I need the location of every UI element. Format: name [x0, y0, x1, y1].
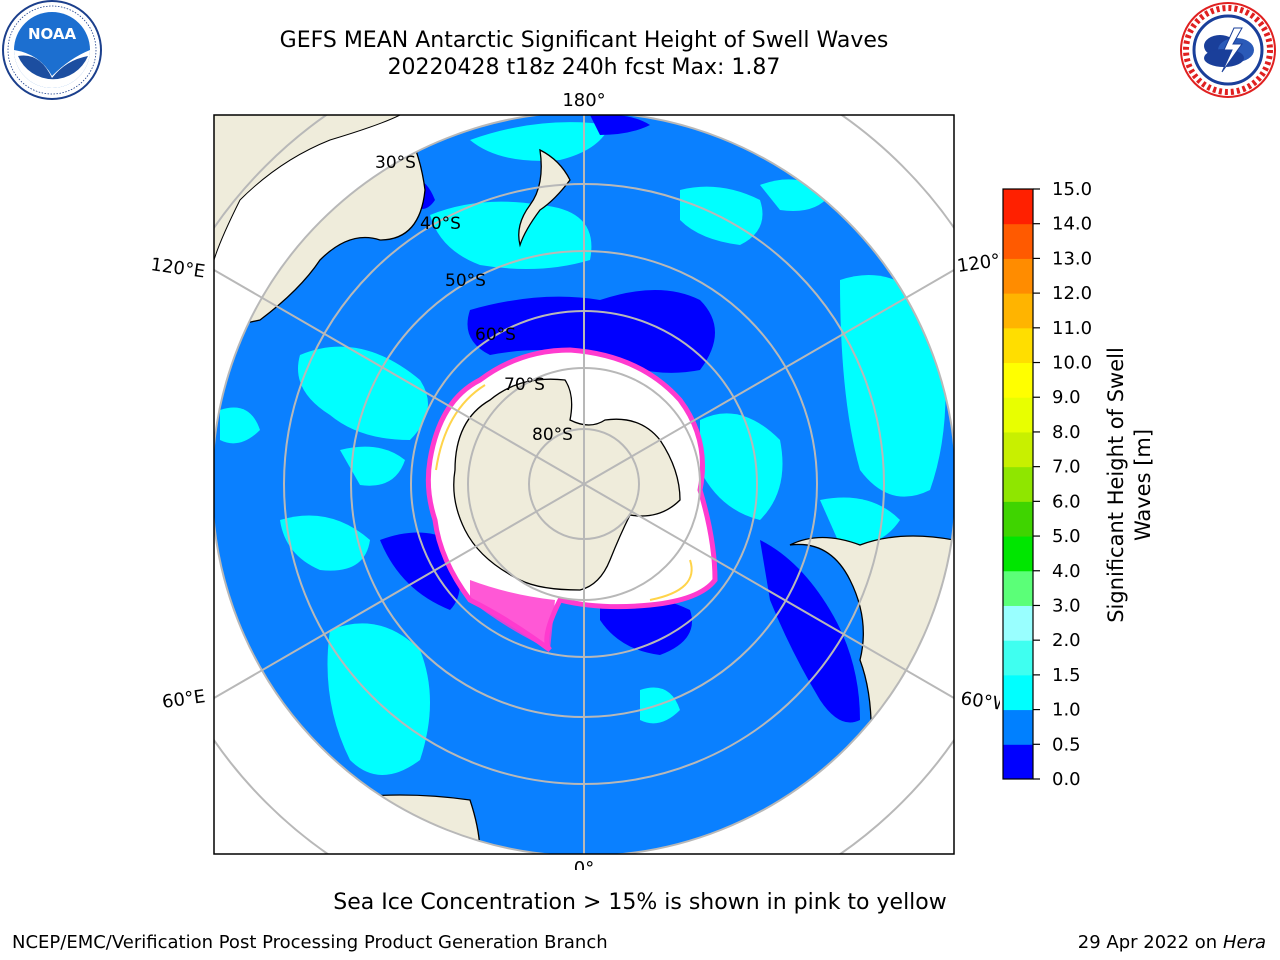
colorbar-swatch	[1003, 501, 1033, 537]
colorbar-swatch	[1003, 189, 1033, 225]
colorbar-swatch	[1003, 605, 1033, 641]
nws-logo	[1180, 2, 1276, 98]
lat-label-70s: 70°S	[504, 375, 545, 395]
colorbar-tick-label: 2.0	[1052, 630, 1081, 651]
colorbar: 0.0 0.5 1.0 1.5 2.0 3.0 4.0 5.0 6.0 7.0 8.0 9.0 10.0…	[1002, 180, 1092, 790]
colorbar-tick-label: 6.0	[1052, 491, 1081, 512]
colorbar-tick-label: 3.0	[1052, 595, 1081, 616]
colorbar-label-line-1: Significant Height of Swell	[1104, 347, 1128, 623]
colorbar-tick-label: 0.5	[1052, 734, 1081, 755]
noaa-logo-text: NOAA	[28, 25, 77, 43]
new-zealand	[518, 148, 571, 248]
lon-label-0: 0°	[574, 858, 594, 870]
colorbar-swatch	[1003, 258, 1033, 294]
colorbar-tick-label: 7.0	[1052, 457, 1081, 478]
colorbar-swatch	[1003, 466, 1033, 502]
colorbar-swatch	[1003, 640, 1033, 676]
colorbar-swatch	[1003, 674, 1033, 711]
lon-label-120e: 120°E	[149, 254, 206, 282]
colorbar-tick-label: 11.0	[1052, 318, 1092, 339]
lat-label-80s: 80°S	[532, 425, 573, 445]
graticule	[214, 115, 954, 854]
footer-credit: NCEP/EMC/Verification Post Processing Pr…	[12, 932, 608, 953]
swell-1-1.5m-patches	[220, 122, 946, 783]
title-line-2: 20220428 t18z 240h fcst Max: 1.87	[387, 55, 781, 80]
lat-label-50s: 50°S	[445, 271, 486, 291]
lat-label-30s: 30°S	[375, 153, 416, 173]
lon-label-60e: 60°E	[161, 686, 207, 713]
footer-machine: Hera	[1222, 932, 1266, 953]
colorbar-swatch	[1003, 223, 1033, 259]
colorbar-tick-label: 1.0	[1052, 700, 1081, 721]
polar-map: 30°S 40°S 50°S 60°S 70°S 80°S 180° 120°E…	[149, 90, 1000, 870]
sea-ice-caption: Sea Ice Concentration > 15% is shown in …	[333, 890, 947, 915]
colorbar-tick-label: 8.0	[1052, 422, 1081, 443]
colorbar-label-line-2: Waves [m]	[1131, 428, 1155, 542]
colorbar-tick-label: 5.0	[1052, 526, 1081, 547]
colorbar-tick-label: 12.0	[1052, 283, 1092, 304]
colorbar-swatch	[1003, 327, 1033, 364]
lat-label-40s: 40°S	[420, 214, 461, 234]
colorbar-swatch	[1003, 536, 1033, 572]
colorbar-tick-label: 14.0	[1052, 214, 1092, 235]
footer-date: 29 Apr 2022 on Hera	[1078, 932, 1266, 953]
colorbar-swatch	[1003, 293, 1033, 329]
colorbar-swatch	[1003, 362, 1033, 398]
colorbar-tick-label: 13.0	[1052, 248, 1092, 269]
footer-date-text: 29 Apr 2022 on	[1077, 932, 1223, 953]
colorbar-swatch	[1003, 431, 1033, 468]
colorbar-tick-label: 15.0	[1052, 180, 1092, 200]
colorbar-tick-label: 10.0	[1052, 353, 1092, 374]
colorbar-label: Significant Height of Swell Waves [m]	[1103, 347, 1157, 623]
colorbar-tick-label: 0.0	[1052, 769, 1081, 790]
colorbar-tick-label: 4.0	[1052, 561, 1081, 582]
colorbar-tick-label: 9.0	[1052, 387, 1081, 408]
noaa-logo: NOAA	[2, 0, 102, 100]
map-frame-border	[213, 114, 955, 855]
colorbar-swatch	[1003, 570, 1033, 606]
colorbar-swatch	[1003, 709, 1033, 745]
lon-label-180: 180°	[562, 90, 605, 111]
title-line-1: GEFS MEAN Antarctic Significant Height o…	[279, 28, 889, 53]
lat-label-60s: 60°S	[475, 325, 516, 345]
colorbar-swatch	[1003, 397, 1033, 433]
colorbar-swatch	[1003, 744, 1033, 780]
colorbar-tick-label: 1.5	[1052, 665, 1081, 686]
